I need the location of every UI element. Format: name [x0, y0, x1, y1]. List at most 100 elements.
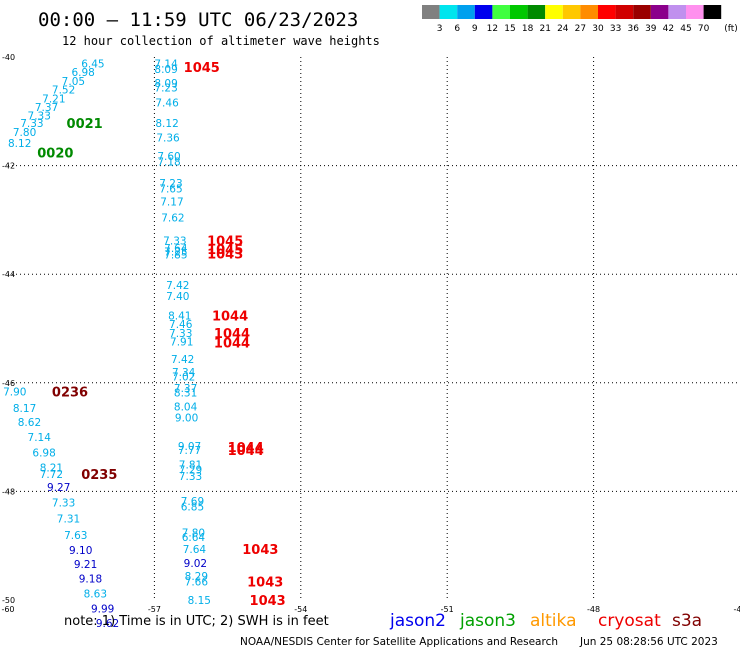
wave-height-point: 8.04 [174, 402, 198, 414]
legend-swatch [439, 5, 458, 19]
pass-time-label: 1044 [228, 444, 264, 459]
wave-height-point: 8.15 [188, 595, 211, 607]
wave-height-point: 7.33 [28, 111, 51, 123]
wave-height-point: 7.33 [163, 236, 186, 248]
wave-height-point: 7.69 [181, 496, 204, 508]
wave-height-point: 8.12 [8, 138, 31, 150]
legend-tick-label: 18 [522, 24, 534, 34]
pass-time-label: 1045 [207, 235, 243, 250]
legend-swatch [492, 5, 510, 19]
wave-height-point: 9.18 [79, 573, 102, 585]
wave-height-point: 7.14 [154, 59, 178, 71]
wave-height-point: 8.41 [168, 310, 191, 322]
wave-height-point: 7.25 [164, 246, 187, 258]
legend-swatch [633, 5, 651, 19]
wave-height-point: 7.63 [64, 530, 87, 542]
pass-time-label: 1044 [214, 327, 250, 342]
wave-height-point: 6.85 [181, 502, 204, 514]
pass-time-label: 0020 [37, 147, 73, 162]
x-tick-label: -54 [294, 605, 307, 614]
pass-time-label: 1043 [207, 248, 243, 263]
credit-line: NOAA/NESDIS Center for Satellite Applica… [240, 636, 558, 648]
legend-swatch [510, 5, 528, 19]
lat-lon-grid [8, 57, 740, 600]
wave-height-point: 7.33 [169, 328, 192, 340]
legend-tick-label: 42 [663, 24, 674, 34]
wave-height-point: 9.02 [184, 558, 207, 570]
pass-time-label: 1044 [228, 441, 264, 456]
x-tick-label: -60 [1, 605, 14, 614]
wave-height-point: 7.80 [13, 127, 36, 139]
wave-height-point: 8.09 [154, 64, 177, 76]
wave-height-point: 6.64 [182, 532, 206, 544]
wave-height-point: 9.21 [74, 559, 97, 571]
wave-height-point: 7.81 [179, 459, 202, 471]
wave-height-point: 9.99 [91, 604, 114, 616]
satellite-name: jason2 [389, 611, 446, 631]
wave-height-point: 7.14 [28, 432, 52, 444]
pass-time-label: 0235 [81, 468, 117, 483]
wave-height-point: 7.72 [40, 469, 63, 481]
wave-height-point: 7.77 [178, 445, 201, 457]
pass-time-label: 0236 [52, 385, 88, 400]
wave-height-point: 7.02 [172, 371, 195, 383]
wave-height-point: 7.80 [182, 528, 205, 540]
legend-tick-label: 30 [592, 24, 604, 34]
legend-swatch [668, 5, 686, 19]
wave-height-point: 6.98 [32, 447, 55, 459]
legend-swatch [545, 5, 563, 19]
y-tick-label: -46 [2, 379, 15, 388]
satellite-legend: jason2 jason3 altika cryosat s3a [389, 611, 702, 631]
wave-height-point: 7.37 [35, 102, 58, 114]
legend-swatch [598, 5, 616, 19]
pass-time-label: 1044 [212, 309, 248, 324]
wave-height-point: 7.64 [164, 243, 188, 255]
legend-swatch [562, 5, 581, 19]
wave-height-point: 7.33 [52, 497, 75, 509]
wave-height-point: 7.23 [154, 82, 177, 94]
legend-tick-label: 9 [472, 24, 478, 34]
legend-swatch [527, 5, 546, 19]
wave-height-point: 8.29 [185, 571, 208, 583]
wave-height-point: 7.46 [169, 319, 193, 331]
wave-height-point: 7.52 [52, 85, 75, 97]
legend-tick-label: 70 [698, 24, 710, 34]
wave-height-point: 7.05 [62, 76, 85, 88]
x-tick-label: -51 [441, 605, 454, 614]
wave-height-point: 8.63 [84, 588, 107, 600]
legend-swatch [474, 5, 493, 19]
satellite-name: altika [530, 611, 577, 631]
axis-ticks: -60 -57 -54 -51 -48 -45 -40 -42 -44 -46 -48 -50 [1, 53, 740, 614]
wave-height-point: 7.42 [166, 280, 189, 292]
legend-tick-label: 33 [610, 24, 621, 34]
wave-height-point: 8.17 [13, 403, 36, 415]
wave-height-point: 8.62 [18, 417, 41, 429]
y-tick-label: -48 [2, 487, 15, 496]
legend-swatch [703, 5, 722, 19]
legend-tick-label: 12 [487, 24, 498, 34]
wave-height-points: 6.456.987.057.527.217.377.337.337.808.12… [3, 59, 211, 630]
wave-height-point: 7.42 [171, 354, 194, 366]
legend-tick-label: 15 [504, 24, 515, 34]
legend-swatch [422, 5, 440, 19]
wave-height-point: 7.18 [157, 156, 180, 168]
wave-height-point: 7.34 [172, 367, 196, 379]
legend-tick-label: 24 [557, 24, 569, 34]
legend-swatch [580, 5, 598, 19]
wave-height-point: 8.12 [155, 118, 178, 130]
wave-height-point: 7.60 [157, 151, 180, 163]
wave-height-point: 8.09 [154, 78, 177, 90]
wave-height-point: 9.07 [178, 441, 201, 453]
wave-height-point: 9.27 [47, 482, 70, 494]
color-scale-legend: 3 6 9 12 15 18 21 24 27 30 33 36 39 42 45 70 (ft) [422, 5, 738, 34]
satellite-name: cryosat [598, 611, 661, 631]
wave-height-point: 8.31 [174, 388, 197, 400]
footnote: note: 1) Time is in UTC; 2) SWH is in fe… [64, 614, 329, 629]
chart-title: 00:00 – 11:59 UTC 06/23/2023 [38, 9, 358, 31]
legend-swatch [457, 5, 475, 19]
legend-swatch [650, 5, 669, 19]
pass-time-label: 1045 [207, 243, 243, 258]
x-tick-label: -57 [148, 605, 161, 614]
wave-height-point: 9.10 [69, 545, 92, 557]
